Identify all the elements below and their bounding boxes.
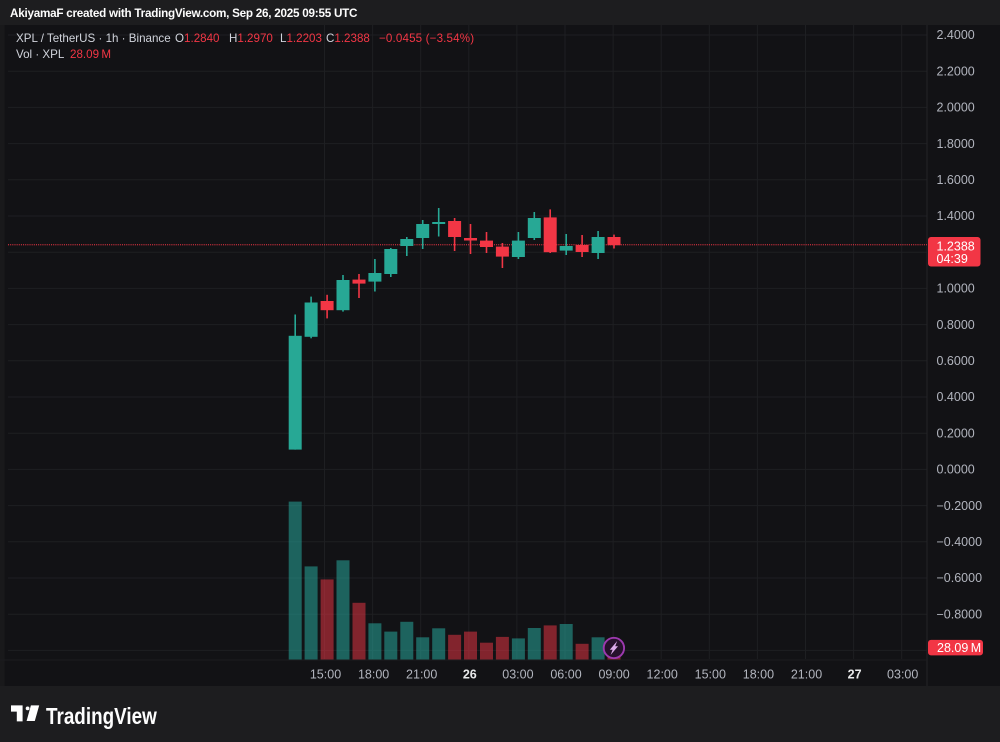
svg-text:12:00: 12:00 — [647, 668, 678, 682]
svg-text:21:00: 21:00 — [406, 668, 437, 682]
svg-text:−0.6000: −0.6000 — [937, 571, 983, 585]
svg-text:09:00: 09:00 — [598, 668, 629, 682]
svg-text:26: 26 — [463, 668, 477, 682]
svg-text:1.6000: 1.6000 — [937, 173, 975, 187]
svg-text:−0.2000: −0.2000 — [937, 499, 983, 513]
svg-text:−0.4000: −0.4000 — [937, 535, 983, 549]
svg-text:1.0000: 1.0000 — [937, 282, 975, 296]
svg-text:04:39: 04:39 — [937, 252, 968, 266]
svg-text:−0.8000: −0.8000 — [937, 607, 983, 621]
svg-text:06:00: 06:00 — [550, 668, 581, 682]
svg-text:1.4000: 1.4000 — [937, 209, 975, 223]
svg-text:0.2000: 0.2000 — [937, 426, 975, 440]
svg-text:1.8000: 1.8000 — [937, 137, 975, 151]
svg-text:0.6000: 0.6000 — [937, 354, 975, 368]
svg-text:2.4000: 2.4000 — [937, 28, 975, 42]
svg-text:0.4000: 0.4000 — [937, 390, 975, 404]
svg-text:03:00: 03:00 — [502, 668, 533, 682]
svg-text:03:00: 03:00 — [887, 668, 918, 682]
svg-text:18:00: 18:00 — [358, 668, 389, 682]
svg-text:27: 27 — [848, 668, 862, 682]
svg-text:15:00: 15:00 — [310, 668, 341, 682]
svg-text:2.0000: 2.0000 — [937, 101, 975, 115]
svg-text:1.2388: 1.2388 — [937, 239, 975, 253]
svg-text:0.0000: 0.0000 — [937, 463, 975, 477]
svg-text:2.2000: 2.2000 — [937, 64, 975, 78]
svg-text:0.8000: 0.8000 — [937, 318, 975, 332]
svg-text:28.09 M: 28.09 M — [937, 641, 981, 655]
svg-text:21:00: 21:00 — [791, 668, 822, 682]
svg-text:15:00: 15:00 — [695, 668, 726, 682]
svg-text:18:00: 18:00 — [743, 668, 774, 682]
